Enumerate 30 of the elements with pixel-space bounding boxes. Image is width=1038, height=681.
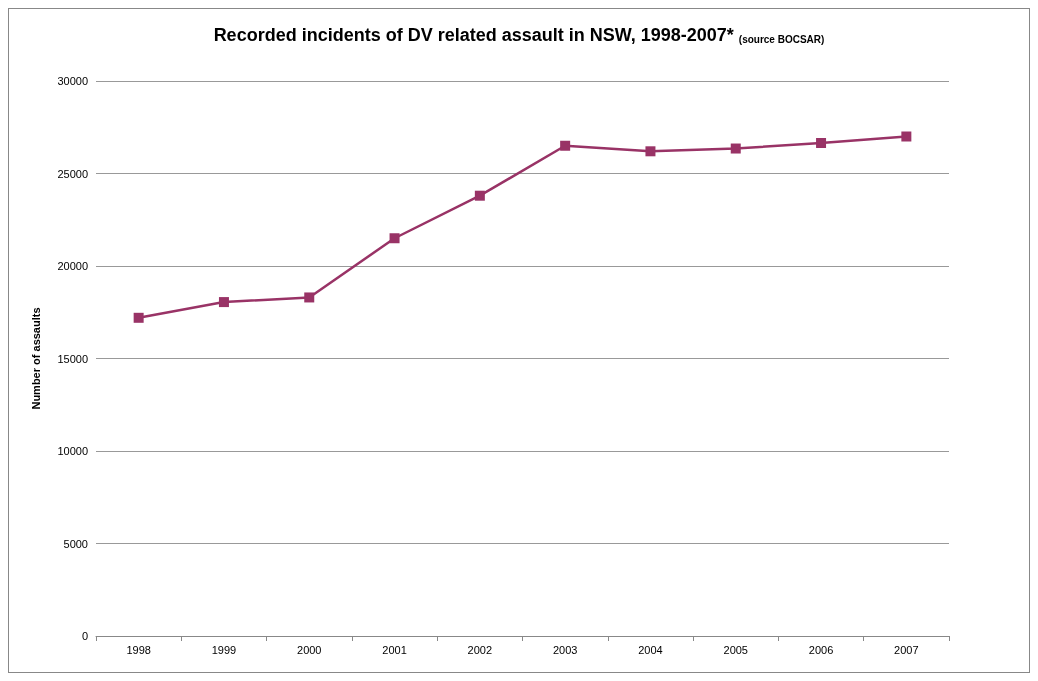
point (218, 297, 229, 308)
x-tick-label: 2000 (297, 643, 322, 656)
point (645, 146, 656, 157)
chart-title: Recorded incidents of DV related assault in NSW, 1998-2007* (213, 25, 734, 45)
y-tick-label: 10000 (57, 445, 88, 457)
point (133, 312, 144, 323)
x-tick-label: 2003 (552, 643, 578, 656)
point (389, 233, 400, 244)
y-tick-label: 15000 (57, 352, 88, 365)
point (816, 137, 827, 148)
point (560, 140, 571, 151)
y-tick-label: 20000 (57, 260, 88, 272)
x-tick-label: 2007 (894, 643, 919, 656)
y-axis-title: Number of assaults (29, 307, 42, 410)
y-tick-label: 30000 (57, 75, 88, 87)
y-tick-label: 0 (81, 630, 88, 642)
x-tick-label: 2004 (638, 643, 663, 656)
point (304, 292, 315, 303)
point (901, 131, 912, 142)
x-tick-label: 2006 (808, 643, 834, 656)
x-tick-label: 1999 (211, 643, 237, 656)
point (730, 143, 741, 154)
point (474, 190, 485, 201)
chart-subtitle: (source BOCSAR) (738, 33, 825, 45)
y-tick-label: 25000 (57, 167, 88, 180)
x-tick-label: 2005 (723, 643, 748, 656)
x-tick-label: 2001 (382, 643, 407, 656)
x-tick-label: 1998 (126, 643, 151, 656)
x-tick-label: 2002 (467, 643, 493, 656)
y-tick-label: 5000 (63, 537, 88, 550)
